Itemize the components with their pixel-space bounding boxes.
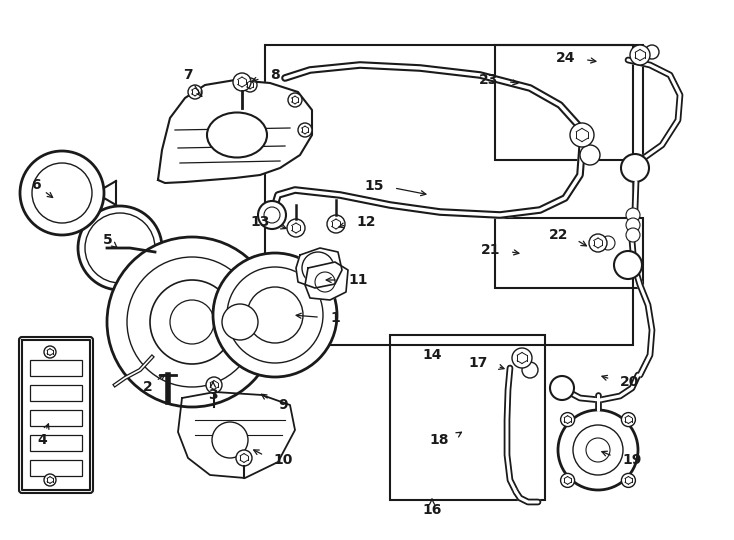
Text: 1: 1 (330, 311, 340, 325)
Circle shape (170, 300, 214, 344)
Circle shape (302, 252, 334, 284)
Text: 8: 8 (270, 68, 280, 82)
Circle shape (258, 201, 286, 229)
Polygon shape (296, 248, 342, 288)
Circle shape (150, 280, 234, 364)
Text: 6: 6 (31, 178, 41, 192)
Bar (30, 385, 82, 401)
Circle shape (44, 346, 56, 358)
Circle shape (127, 257, 257, 387)
Circle shape (550, 376, 574, 400)
Polygon shape (305, 262, 348, 300)
Bar (30, 360, 82, 376)
Text: 19: 19 (622, 453, 642, 467)
Circle shape (558, 410, 638, 490)
Circle shape (522, 362, 538, 378)
Text: 24: 24 (556, 51, 575, 65)
Circle shape (327, 215, 345, 233)
Circle shape (222, 304, 258, 340)
Text: 9: 9 (278, 398, 288, 412)
Bar (30, 410, 82, 426)
Circle shape (573, 425, 623, 475)
Circle shape (107, 237, 277, 407)
Circle shape (580, 145, 600, 165)
Circle shape (78, 206, 162, 290)
Circle shape (621, 154, 649, 182)
Polygon shape (158, 80, 312, 183)
Circle shape (315, 272, 335, 292)
Circle shape (32, 163, 92, 223)
Polygon shape (22, 340, 90, 490)
Circle shape (287, 219, 305, 237)
Circle shape (206, 377, 222, 393)
Circle shape (626, 208, 640, 222)
Circle shape (212, 422, 248, 458)
Text: 12: 12 (356, 215, 376, 229)
Circle shape (243, 78, 257, 92)
FancyBboxPatch shape (19, 337, 93, 493)
Text: 15: 15 (365, 179, 384, 193)
Text: 21: 21 (481, 243, 500, 257)
Bar (495, 45, 643, 160)
Text: 18: 18 (429, 433, 449, 447)
Bar (30, 435, 82, 451)
Polygon shape (178, 392, 295, 478)
Text: 10: 10 (273, 453, 292, 467)
Circle shape (236, 450, 252, 466)
Text: 20: 20 (620, 375, 639, 389)
Text: 7: 7 (184, 68, 193, 82)
Circle shape (264, 207, 280, 223)
FancyBboxPatch shape (195, 290, 285, 355)
Text: 5: 5 (103, 233, 113, 247)
Circle shape (20, 151, 104, 235)
Text: 3: 3 (208, 388, 218, 402)
Bar (265, 45, 633, 345)
Bar (390, 335, 545, 500)
Circle shape (85, 213, 155, 283)
Circle shape (589, 234, 607, 252)
Text: 4: 4 (37, 433, 47, 447)
Circle shape (626, 218, 640, 232)
Text: 22: 22 (548, 228, 568, 242)
Circle shape (622, 474, 636, 488)
Text: 14: 14 (422, 348, 442, 362)
Circle shape (288, 93, 302, 107)
Text: 16: 16 (422, 503, 442, 517)
Circle shape (622, 413, 636, 427)
Circle shape (601, 236, 615, 250)
Circle shape (570, 123, 594, 147)
Text: 11: 11 (348, 273, 368, 287)
Circle shape (561, 413, 575, 427)
Text: 23: 23 (479, 73, 498, 87)
Circle shape (298, 123, 312, 137)
Circle shape (247, 287, 303, 343)
Bar (30, 460, 82, 476)
Text: 13: 13 (250, 215, 270, 229)
Circle shape (614, 251, 642, 279)
Circle shape (626, 228, 640, 242)
Circle shape (227, 267, 323, 363)
Circle shape (630, 45, 650, 65)
Circle shape (44, 474, 56, 486)
Circle shape (233, 73, 251, 91)
Text: 17: 17 (468, 356, 488, 370)
Circle shape (188, 85, 202, 99)
Bar (495, 218, 643, 288)
Circle shape (561, 474, 575, 488)
Circle shape (213, 253, 337, 377)
Circle shape (586, 438, 610, 462)
Ellipse shape (207, 112, 267, 158)
Circle shape (645, 45, 659, 59)
Circle shape (512, 348, 532, 368)
Text: 2: 2 (143, 380, 153, 394)
